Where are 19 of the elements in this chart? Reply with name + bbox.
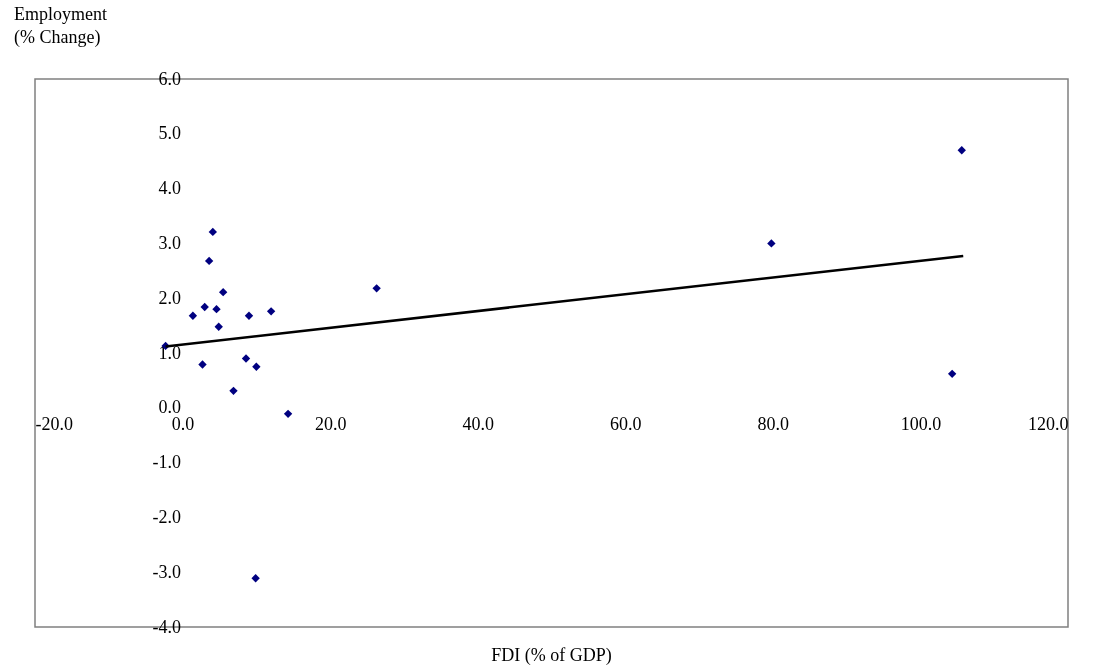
x-axis-title: FDI (% of GDP) [491, 645, 612, 666]
y-axis-title: Employment (% Change) [14, 4, 107, 48]
x-tick-label: 100.0 [900, 414, 942, 435]
x-tick-label: -20.0 [35, 414, 73, 435]
y-tick-label: -4.0 [152, 616, 182, 637]
x-tick-label: 20.0 [314, 414, 347, 435]
y-tick-label: 1.0 [158, 342, 182, 363]
y-tick-label: -2.0 [152, 506, 182, 527]
y-tick-label: 5.0 [158, 123, 182, 144]
x-tick-label: 120.0 [1028, 414, 1069, 435]
y-tick-label: 4.0 [158, 178, 182, 199]
y-tick-label: 6.0 [158, 68, 182, 89]
y-tick-label: -1.0 [152, 452, 182, 473]
x-tick-label: 40.0 [462, 414, 494, 435]
y-tick-label: 2.0 [158, 287, 182, 308]
y-tick-label: -3.0 [152, 561, 182, 582]
y-tick-label: 3.0 [158, 232, 182, 253]
x-tick-label: 80.0 [757, 414, 790, 435]
x-tick-label: 60.0 [610, 414, 642, 435]
